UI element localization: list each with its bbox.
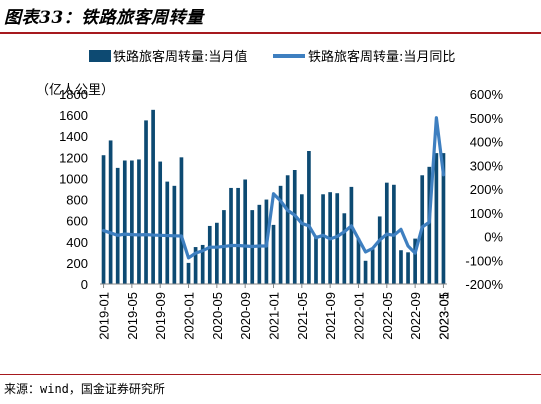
bar-39 [377, 216, 382, 284]
bar-14 [200, 244, 205, 284]
bar-29 [307, 151, 311, 284]
bar-27 [292, 170, 297, 284]
x-tick-label: 2022-09 [408, 292, 423, 340]
y-left-tick-label: 200 [66, 256, 88, 271]
bar-7 [151, 109, 155, 284]
bar-44 [413, 238, 417, 284]
y-right-tick-label: -100% [465, 253, 503, 268]
bar-31 [321, 194, 325, 284]
bar-30 [314, 235, 318, 284]
y-left-tick-label: 1000 [59, 171, 88, 186]
y-right-tick-label: -200% [465, 277, 503, 292]
bar-47 [434, 153, 439, 284]
y-left-tick-label: 1200 [59, 150, 88, 165]
legend-swatch-bar [89, 50, 111, 62]
bar-19 [236, 187, 240, 284]
line-series [101, 116, 446, 260]
bar-12 [186, 262, 191, 284]
x-tick-label: 2023-01 [436, 292, 451, 340]
x-tick-label: 2021-01 [267, 292, 282, 340]
bar-37 [363, 260, 368, 284]
legend-label-line: 铁路旅客周转量:当月同比 [308, 49, 455, 65]
y-left-axis: 0 200 400 600 800 1000 1200 1400 1600 1800 [59, 87, 88, 292]
bar-35 [349, 186, 354, 284]
x-tick-label: 2022-01 [351, 292, 366, 340]
x-tick-label: 2019-01 [97, 292, 112, 340]
y-right-tick-label: 400% [470, 135, 504, 150]
bar-2 [115, 167, 120, 284]
bar-3 [122, 160, 127, 284]
bar-4 [130, 160, 134, 284]
bar-15 [207, 225, 212, 284]
bar-42 [399, 250, 403, 284]
bar-16 [215, 222, 219, 284]
legend-label-bar: 铁路旅客周转量:当月值 [113, 49, 247, 65]
bar-34 [342, 213, 347, 284]
legend: 铁路旅客周转量:当月值 铁路旅客周转量:当月同比 [89, 49, 455, 65]
y-right-tick-label: 300% [470, 158, 504, 173]
bar-20 [243, 179, 248, 284]
bar-33 [335, 193, 340, 284]
bar-0 [101, 155, 106, 284]
y-left-tick-label: 1800 [59, 87, 88, 102]
figure-title: 图表33：铁路旅客周转量 [4, 8, 204, 28]
x-tick-label: 2021-09 [323, 292, 338, 340]
y-right-tick-label: 0% [484, 230, 503, 245]
bar-6 [144, 120, 148, 284]
bar-26 [285, 175, 290, 284]
x-axis: 2019-01 2019-05 2019-09 2020-01 2020-05 2020-… [97, 283, 451, 340]
bar-28 [299, 194, 304, 284]
x-tick-label: 2020-05 [210, 292, 225, 340]
y-left-label: （亿人公里） [36, 82, 114, 97]
bar-43 [406, 252, 410, 284]
y-left-tick-label: 400 [66, 235, 88, 250]
bar-24 [271, 224, 276, 284]
y-left-tick-label: 1600 [59, 108, 88, 123]
bar-13 [193, 247, 198, 284]
y-left-tick-label: 0 [81, 277, 88, 292]
x-tick-label: 2020-01 [182, 292, 197, 340]
x-tick-label: 2023-05 [436, 292, 451, 340]
y-right-tick-label: 500% [470, 111, 504, 126]
bar-9 [165, 181, 170, 284]
rail-passenger-chart: 铁路旅客周转量:当月值 铁路旅客周转量:当月同比 （亿人公里） 0 200 400 6… [36, 49, 503, 340]
bar-25 [278, 185, 283, 284]
title-divider [0, 32, 541, 34]
y-left-tick-label: 1400 [59, 129, 88, 144]
source-note: 来源：wind，国金证券研究所 [4, 382, 165, 396]
bar-36 [356, 238, 361, 284]
y-left-tick-label: 600 [66, 214, 88, 229]
y-right-tick-label: 100% [470, 206, 504, 221]
bar-8 [158, 161, 163, 284]
bar-11 [179, 157, 184, 284]
x-tick-label: 2019-09 [153, 292, 168, 340]
x-tick-label: 2021-05 [295, 292, 310, 340]
bar-46 [427, 166, 432, 284]
x-tick-label: 2019-05 [125, 292, 140, 340]
x-tick-label: 2022-05 [380, 292, 395, 340]
y-left-tick-label: 800 [66, 193, 88, 208]
bar-38 [370, 249, 375, 284]
source-divider [0, 374, 541, 375]
y-right-axis: -200% -100% 0% 100% 200% 300% 400% 500% 600% [465, 87, 503, 292]
bar-5 [137, 159, 141, 284]
y-right-tick-label: 600% [470, 87, 504, 102]
bar-18 [229, 187, 233, 284]
y-right-tick-label: 200% [470, 182, 504, 197]
yoy-line [101, 116, 446, 260]
x-tick-label: 2020-09 [238, 292, 253, 340]
bar-1 [108, 140, 113, 284]
bar-48 [441, 153, 446, 284]
